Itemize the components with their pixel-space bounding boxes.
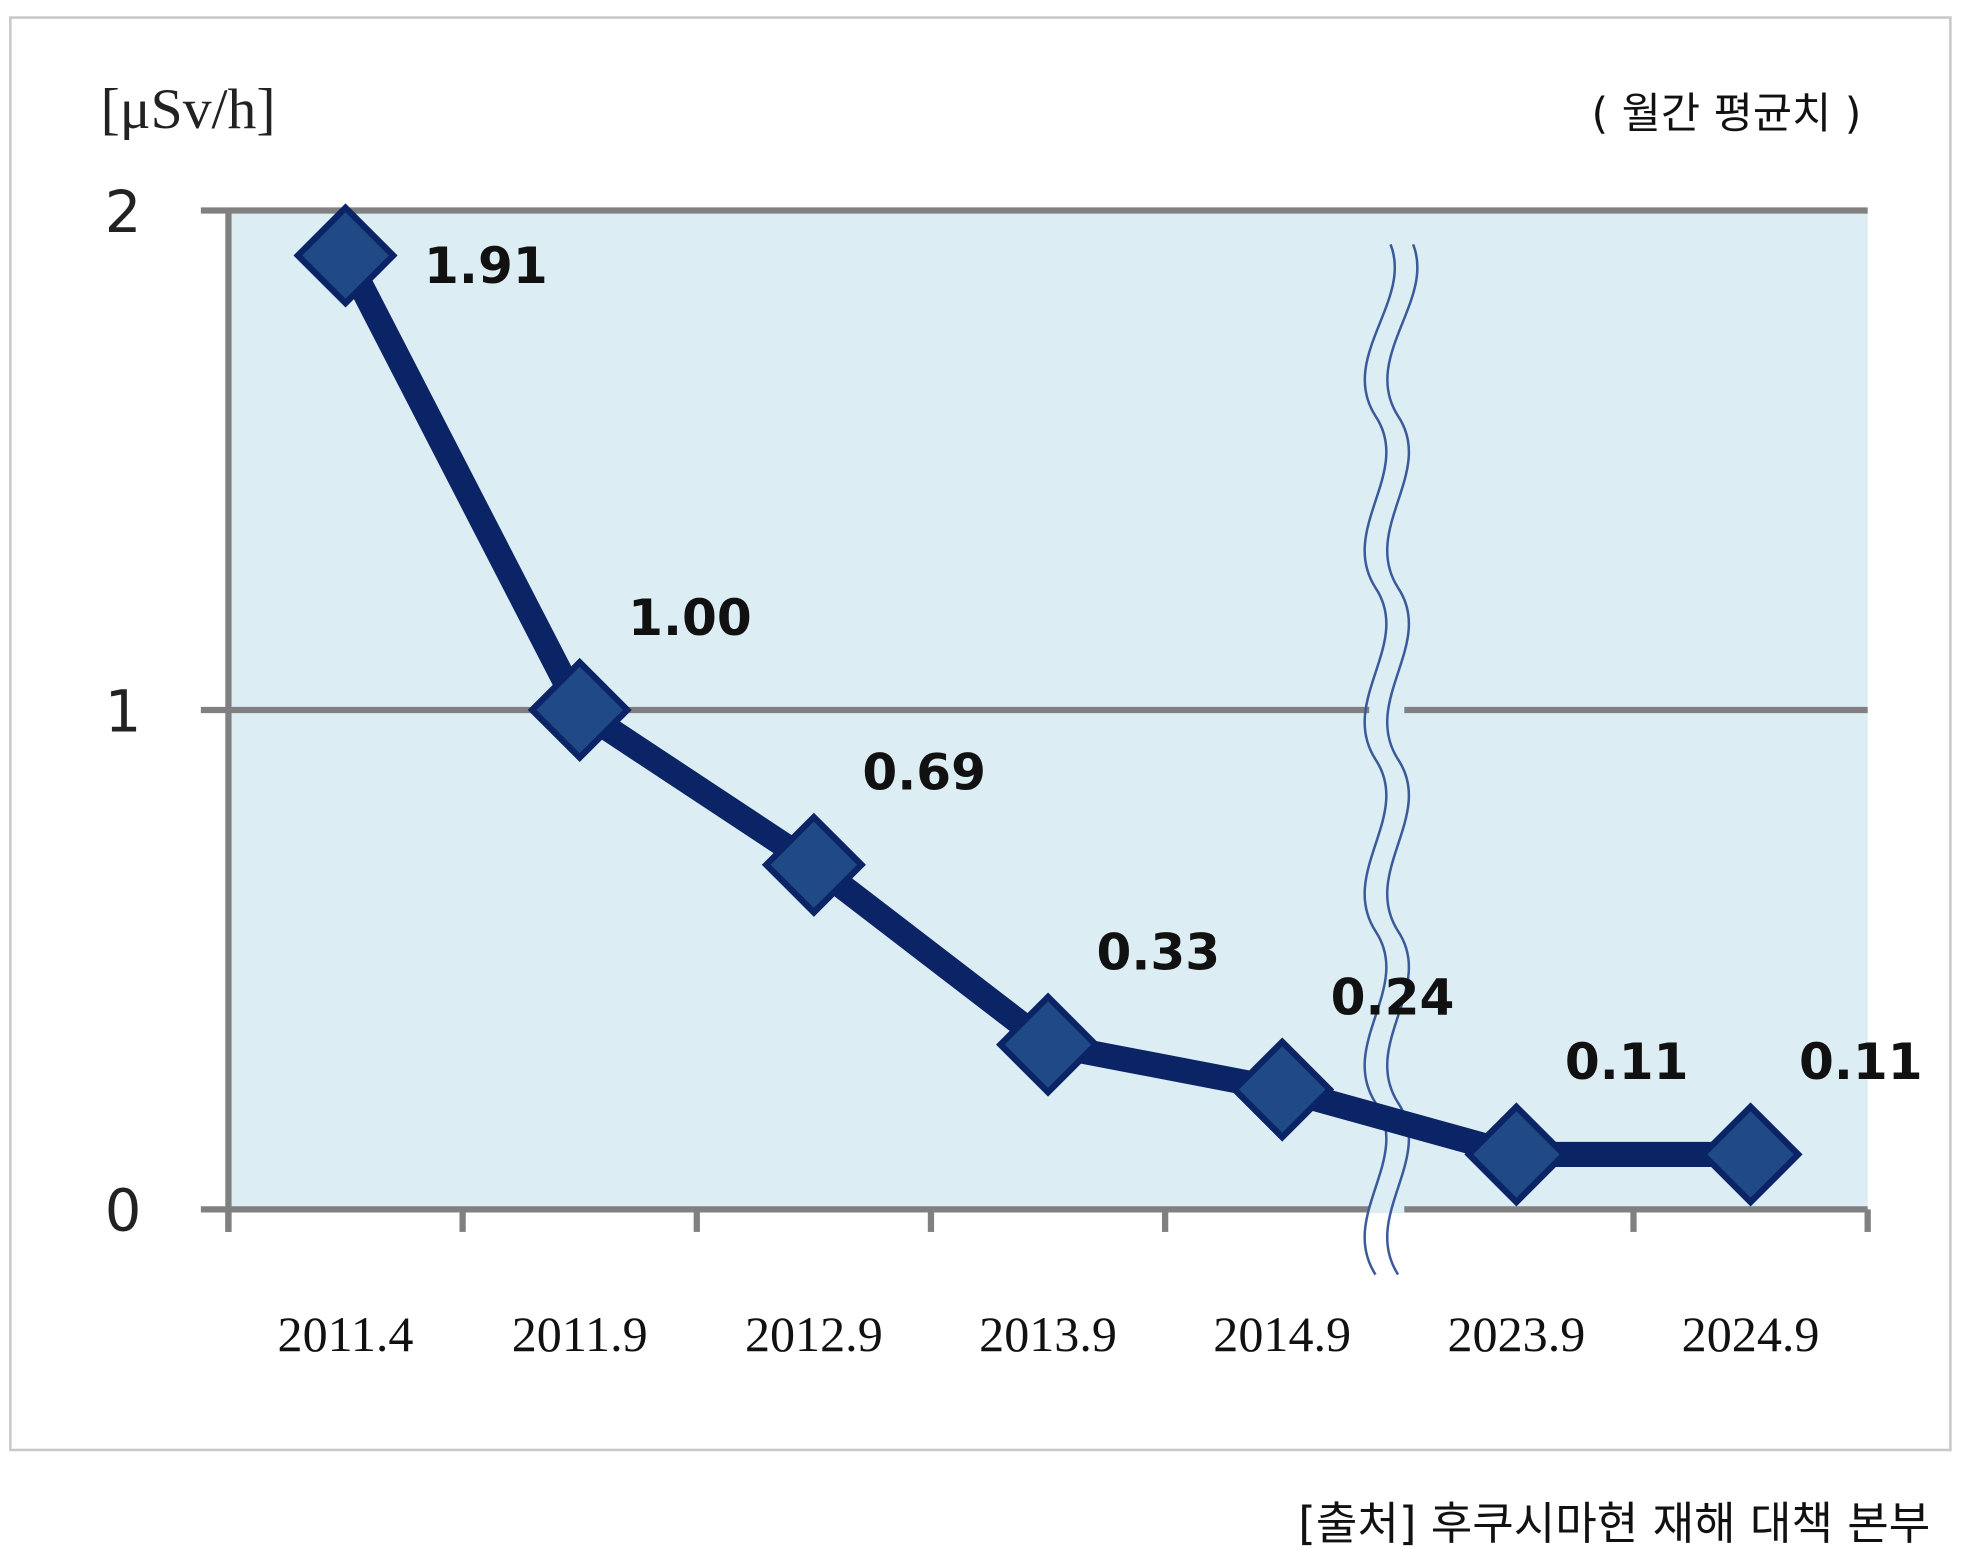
x-tick-label: 2011.4: [278, 1306, 414, 1362]
data-point-marker: [761, 812, 866, 917]
data-point-marker: [1464, 1102, 1569, 1207]
y-tick-label: 1: [105, 677, 142, 745]
x-tick-label: 2012.9: [745, 1306, 883, 1362]
source-note: [출처] 후쿠시마현 재해 대책 본부: [1298, 1497, 1930, 1549]
y-tick-label: 2: [105, 178, 142, 246]
data-label: 0.69: [862, 743, 986, 802]
x-tick-label: 2014.9: [1213, 1306, 1351, 1362]
data-point-marker: [1230, 1037, 1335, 1142]
x-tick-label: 2011.9: [512, 1306, 648, 1362]
data-label: 0.33: [1097, 922, 1221, 981]
data-label: 1.00: [628, 588, 752, 647]
data-label: 0.24: [1331, 967, 1455, 1026]
x-tick-label: 2024.9: [1682, 1306, 1820, 1362]
y-tick-label: 0: [105, 1177, 142, 1245]
data-label: 0.11: [1565, 1032, 1689, 1091]
y-axis-unit-label: [μSv/h]: [101, 78, 276, 141]
x-tick-label: 2013.9: [979, 1306, 1117, 1362]
data-point-marker: [1698, 1102, 1803, 1207]
data-point-marker: [995, 992, 1101, 1097]
axis-break-line: [1386, 243, 1419, 1276]
data-point-marker: [527, 657, 632, 763]
chart-subtitle: ( 월간 평균치 ): [1592, 89, 1862, 139]
data-label: 1.91: [424, 236, 548, 295]
data-label: 0.11: [1799, 1032, 1923, 1091]
x-tick-label: 2023.9: [1447, 1306, 1585, 1362]
data-point-marker: [293, 203, 398, 308]
